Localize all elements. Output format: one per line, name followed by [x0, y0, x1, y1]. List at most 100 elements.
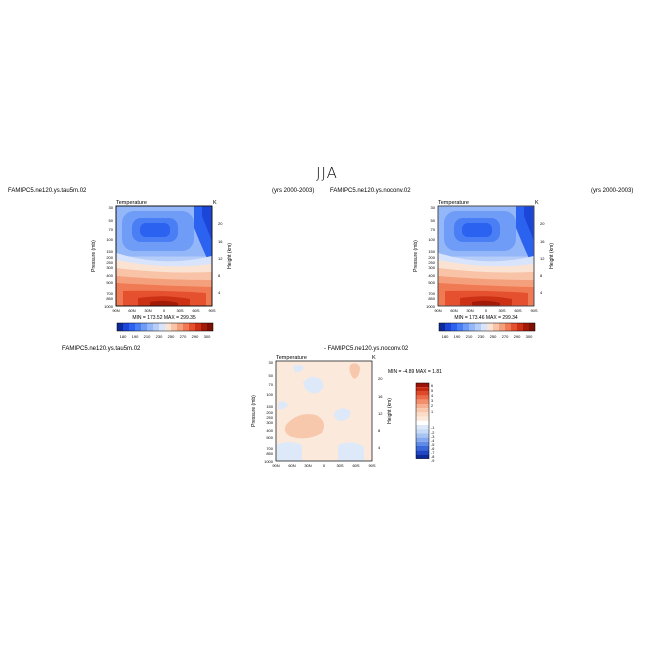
y-axis-label-right: Height (km)	[387, 398, 393, 424]
svg-text:30: 30	[269, 360, 274, 365]
case-label-top-right: FAMIPC5.ne120.ys.noconv.02	[330, 188, 411, 194]
svg-text:-5: -5	[431, 443, 434, 447]
svg-text:270: 270	[502, 334, 509, 339]
svg-text:250: 250	[266, 415, 273, 420]
svg-text:100: 100	[106, 237, 113, 242]
svg-text:30N: 30N	[304, 463, 311, 468]
svg-text:70: 70	[269, 382, 274, 387]
svg-text:50: 50	[269, 373, 274, 378]
svg-text:12: 12	[218, 256, 223, 261]
svg-text:70: 70	[431, 227, 436, 232]
svg-text:50: 50	[431, 218, 436, 223]
svg-text:190: 190	[454, 334, 461, 339]
svg-text:0: 0	[485, 308, 488, 313]
svg-text:1000: 1000	[264, 459, 274, 464]
svg-text:-3: -3	[431, 435, 434, 439]
svg-text:60S: 60S	[514, 308, 521, 313]
y-axis-label-right: Height (km)	[549, 243, 555, 269]
years-label-top-right: (yrs 2000-2003)	[591, 188, 634, 194]
svg-text:60S: 60S	[352, 463, 359, 468]
svg-text:30S: 30S	[176, 308, 183, 313]
svg-text:-2: -2	[431, 431, 434, 435]
units-label: K	[372, 355, 376, 361]
svg-text:2: 2	[431, 404, 433, 408]
y-ticks-right: 20 16 12 8 4	[218, 221, 223, 295]
y-ticks-right: 20 16 12 8 4	[540, 221, 545, 295]
svg-text:190: 190	[132, 334, 139, 339]
years-label-top-left: (yrs 2000-2003)	[272, 188, 315, 194]
svg-text:90N: 90N	[272, 463, 279, 468]
svg-text:90N: 90N	[434, 308, 441, 313]
svg-text:300: 300	[204, 334, 211, 339]
svg-text:180: 180	[120, 334, 127, 339]
plot-area	[115, 205, 213, 307]
case-label-bottom-left: FAMIPC5.ne120.ys.tau5m.02	[62, 346, 141, 352]
svg-text:250: 250	[168, 334, 175, 339]
svg-text:60S: 60S	[192, 308, 199, 313]
svg-text:20: 20	[540, 221, 545, 226]
plot-area	[275, 360, 373, 462]
svg-text:400: 400	[266, 428, 273, 433]
stats-label: MIN = 173.52 MAX = 299.35	[132, 315, 196, 321]
svg-text:70: 70	[109, 227, 114, 232]
colorbar-labels: 6 5 4 3 2 1 -1 -2 -3 -4 -5 -6 -7 -8 -9	[431, 384, 434, 463]
svg-text:8: 8	[540, 273, 543, 278]
svg-text:-1: -1	[431, 426, 434, 430]
svg-text:210: 210	[466, 334, 473, 339]
svg-text:300: 300	[106, 265, 113, 270]
svg-text:0: 0	[323, 463, 326, 468]
svg-text:30: 30	[431, 205, 436, 210]
svg-text:400: 400	[106, 273, 113, 278]
svg-text:4: 4	[431, 394, 433, 398]
svg-text:-8: -8	[431, 455, 434, 459]
svg-text:5: 5	[431, 389, 433, 393]
y-axis-label-right: Height (km)	[227, 243, 233, 269]
x-ticks: 90N 60N 30N 0 30S 60S 90S	[434, 308, 538, 313]
svg-text:12: 12	[378, 411, 383, 416]
units-label: K	[535, 200, 539, 206]
svg-text:8: 8	[218, 273, 221, 278]
colorbar	[415, 382, 430, 459]
units-label: K	[213, 200, 217, 206]
svg-text:-6: -6	[431, 447, 434, 451]
y-ticks-right: 20 16 12 8 4	[378, 376, 383, 450]
svg-text:6: 6	[431, 384, 433, 388]
svg-text:4: 4	[378, 445, 381, 450]
svg-text:700: 700	[266, 446, 273, 451]
svg-text:300: 300	[266, 420, 273, 425]
svg-text:50: 50	[109, 218, 114, 223]
svg-text:850: 850	[266, 451, 273, 456]
svg-text:1000: 1000	[104, 304, 114, 309]
colorbar	[116, 322, 214, 332]
colorbar	[438, 322, 536, 332]
svg-text:90S: 90S	[530, 308, 537, 313]
svg-text:150: 150	[106, 249, 113, 254]
figure-title: JJA	[316, 164, 338, 182]
svg-text:12: 12	[540, 256, 545, 261]
svg-text:210: 210	[144, 334, 151, 339]
svg-text:250: 250	[428, 260, 435, 265]
svg-text:16: 16	[540, 239, 545, 244]
svg-text:230: 230	[478, 334, 485, 339]
colorbar-labels: 180 190 210 230 250 270 290 300	[442, 334, 533, 339]
plot-area	[437, 205, 535, 307]
svg-text:60N: 60N	[288, 463, 295, 468]
svg-text:290: 290	[514, 334, 521, 339]
chart-title: Temperature	[116, 200, 147, 206]
y-axis-label: Pressure (mb)	[91, 240, 97, 272]
svg-text:290: 290	[192, 334, 199, 339]
svg-text:230: 230	[156, 334, 163, 339]
svg-text:30S: 30S	[498, 308, 505, 313]
x-ticks: 90N 60N 30N 0 30S 60S 90S	[112, 308, 216, 313]
svg-text:-7: -7	[431, 451, 434, 455]
chart-title: Temperature	[276, 355, 307, 361]
case-label-bottom-right: - FAMIPC5.ne120.ys.noconv.02	[324, 346, 409, 352]
svg-text:180: 180	[442, 334, 449, 339]
svg-text:-9: -9	[431, 459, 434, 463]
colorbar-labels: 180 190 210 230 250 270 290 300	[120, 334, 211, 339]
svg-text:300: 300	[428, 265, 435, 270]
